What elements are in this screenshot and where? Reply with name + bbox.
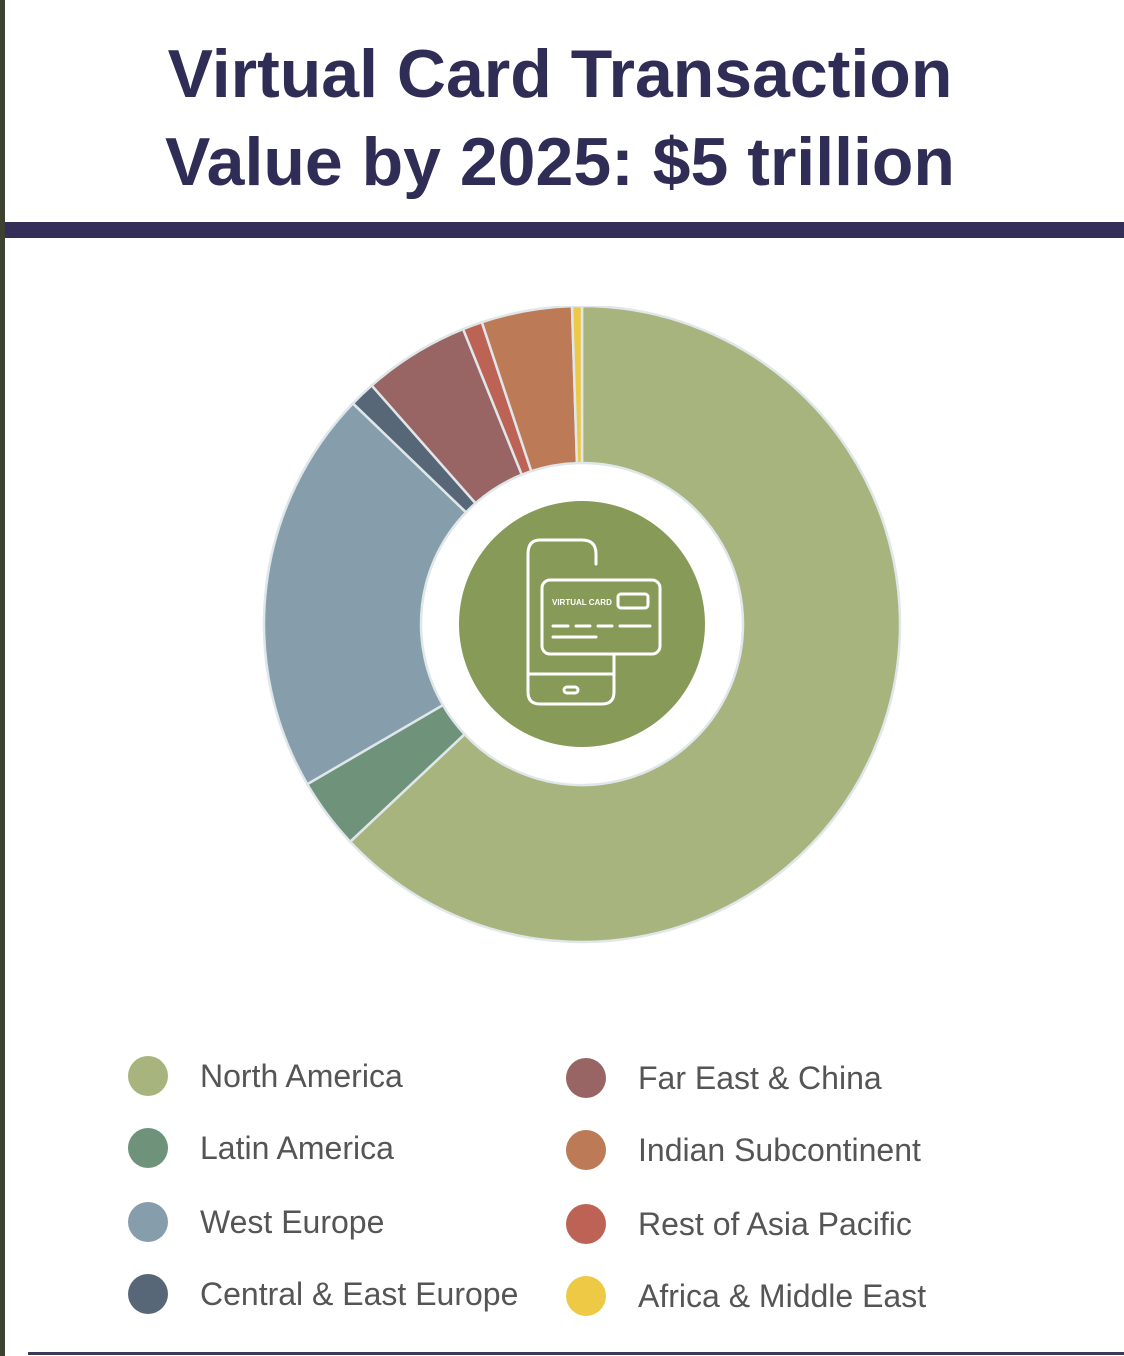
legend-dot <box>566 1130 606 1170</box>
legend-label: West Europe <box>200 1203 385 1240</box>
legend-label: Indian Subcontinent <box>638 1131 921 1168</box>
slice-west-europe <box>262 401 468 786</box>
bottom-divider <box>28 1352 1124 1355</box>
legend-dot <box>566 1276 606 1316</box>
legend-item-latin-america: Latin America <box>128 1128 394 1168</box>
title-divider <box>5 222 1124 238</box>
center-circle <box>459 501 705 747</box>
legend-item-africa-middle-east: Africa & Middle East <box>566 1276 926 1316</box>
card-label-text: VIRTUAL CARD <box>552 598 612 607</box>
slice-north-america <box>348 306 902 944</box>
legend-label: North America <box>200 1057 403 1094</box>
slice-africa-middle-east <box>570 306 584 465</box>
legend-label: Rest of Asia Pacific <box>638 1205 912 1242</box>
legend-label: Central & East Europe <box>200 1275 519 1312</box>
chart-title: Virtual Card Transaction Value by 2025: … <box>60 30 1060 206</box>
legend-dot <box>128 1274 168 1314</box>
legend-item-indian-subcontinent: Indian Subcontinent <box>566 1130 921 1170</box>
legend-item-central-east-europe: Central & East Europe <box>128 1274 518 1314</box>
legend-dot <box>566 1058 606 1098</box>
virtual-card-phone-icon <box>526 538 662 706</box>
legend-item-north-america: North America <box>128 1056 403 1096</box>
title-line-2: Value by 2025: $5 trillion <box>165 124 955 200</box>
donut-slices <box>262 306 902 944</box>
legend-item-rest-of-asia-pacific: Rest of Asia Pacific <box>566 1204 912 1244</box>
legend-dot <box>128 1128 168 1168</box>
legend-item-far-east-china: Far East & China <box>566 1058 882 1098</box>
legend-dot <box>128 1056 168 1096</box>
legend-item-west-europe: West Europe <box>128 1202 384 1242</box>
legend-label: Latin America <box>200 1129 394 1166</box>
donut-chart: VIRTUAL CARD <box>262 306 902 944</box>
left-edge-bar <box>0 0 5 1356</box>
legend-dot <box>128 1202 168 1242</box>
title-line-1: Virtual Card Transaction <box>167 36 953 112</box>
legend-dot <box>566 1204 606 1244</box>
legend-label: Far East & China <box>638 1059 882 1096</box>
legend-label: Africa & Middle East <box>638 1277 927 1314</box>
